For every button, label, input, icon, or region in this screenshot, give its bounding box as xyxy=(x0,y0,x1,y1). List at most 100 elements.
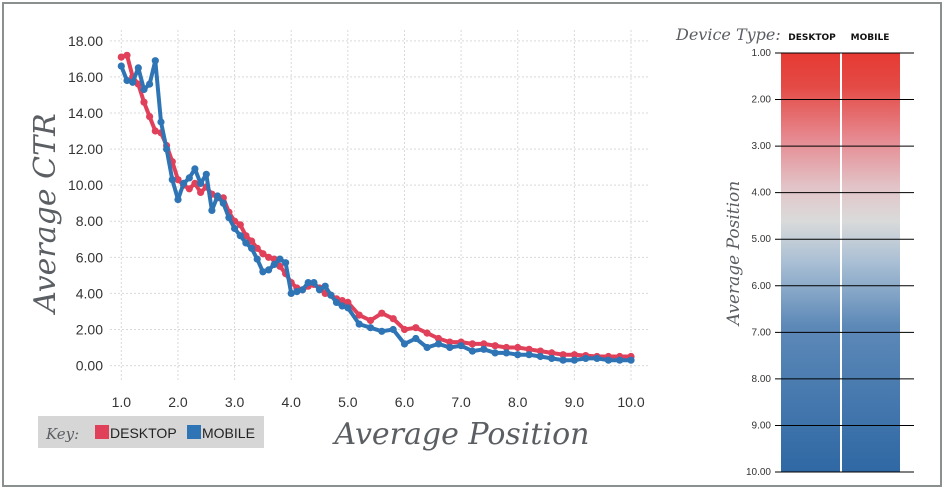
legend-swatch-desktop xyxy=(95,425,109,439)
data-point-mobile xyxy=(270,260,278,269)
heatmap-tick-label: 9.00 xyxy=(752,420,772,431)
data-point-desktop xyxy=(536,347,545,355)
chart-frame xyxy=(2,2,942,487)
data-point-desktop xyxy=(491,342,499,350)
data-point-mobile xyxy=(468,347,476,355)
data-point-desktop xyxy=(468,340,476,348)
data-point-mobile xyxy=(253,255,261,263)
data-point-mobile xyxy=(344,304,352,312)
x-tick-label: 3.0 xyxy=(225,394,245,410)
y-axis-title: Average CTR xyxy=(28,113,63,315)
data-point-desktop xyxy=(191,179,199,187)
data-point-mobile xyxy=(315,286,324,294)
data-point-desktop xyxy=(412,324,420,332)
data-point-mobile xyxy=(434,340,443,348)
heatmap-tick-label: 6.00 xyxy=(752,281,772,292)
data-point-mobile xyxy=(208,206,216,214)
data-point-mobile xyxy=(412,334,420,343)
y-tick-label: 18.00 xyxy=(68,33,103,49)
y-axis-ticks: 0.00 2.00 4.00 6.00 8.00 10.00 12.00 14.00 16.00… xyxy=(68,33,103,374)
heatmap-column-desktop xyxy=(781,53,840,472)
data-point-mobile xyxy=(593,354,601,362)
y-tick-label: 4.00 xyxy=(76,285,103,301)
data-point-mobile xyxy=(146,80,154,88)
data-point-mobile xyxy=(151,57,159,65)
data-point-desktop xyxy=(276,262,284,270)
data-point-desktop xyxy=(502,343,510,352)
heatmap-tick-label: 1.00 xyxy=(752,48,772,59)
data-point-mobile xyxy=(366,324,375,332)
y-tick-label: 0.00 xyxy=(76,358,103,374)
legend-label-desktop: DESKTOP xyxy=(110,425,177,441)
data-point-desktop xyxy=(355,311,363,319)
data-point-mobile xyxy=(117,62,125,70)
data-point-mobile xyxy=(423,343,431,352)
data-point-desktop xyxy=(174,176,182,184)
data-point-mobile xyxy=(400,340,409,348)
x-tick-label: 5.0 xyxy=(338,394,358,410)
data-point-mobile xyxy=(191,165,199,173)
data-point-mobile xyxy=(378,327,386,335)
legend: Key: DESKTOP MOBILE xyxy=(38,416,264,448)
data-point-desktop xyxy=(423,329,431,337)
legend-key-label: Key: xyxy=(45,425,79,443)
y-tick-label: 2.00 xyxy=(76,321,103,337)
data-point-mobile xyxy=(293,288,301,296)
data-point-mobile xyxy=(536,352,545,361)
data-point-desktop xyxy=(400,325,409,334)
data-point-desktop xyxy=(559,351,567,359)
data-point-mobile xyxy=(276,255,284,263)
data-point-mobile xyxy=(525,351,533,359)
y-tick-label: 10.00 xyxy=(68,177,103,193)
data-point-mobile xyxy=(304,279,312,287)
data-point-mobile xyxy=(214,192,222,200)
heatmap-y-ticks: 1.00 2.00 3.00 4.00 5.00 6.00 7.00 8.00 9.00 10.0… xyxy=(746,48,914,478)
data-point-desktop xyxy=(434,334,443,343)
data-point-mobile xyxy=(248,244,256,252)
legend-label-mobile: MOBILE xyxy=(202,425,255,441)
data-point-mobile xyxy=(502,349,510,357)
data-point-desktop xyxy=(548,349,556,357)
y-tick-label: 14.00 xyxy=(68,105,103,121)
data-point-desktop xyxy=(570,351,579,359)
x-tick-label: 1.0 xyxy=(112,394,132,410)
data-point-desktop xyxy=(151,127,159,135)
data-point-mobile xyxy=(174,196,182,204)
series-line-desktop xyxy=(120,53,631,359)
heatmap-tick-label: 8.00 xyxy=(752,374,772,385)
data-point-mobile xyxy=(129,78,137,86)
heatmap-title: Device Type: xyxy=(675,25,781,44)
data-point-desktop xyxy=(253,244,261,252)
data-point-desktop xyxy=(140,98,148,106)
series-desktop xyxy=(117,51,635,361)
x-tick-label: 10.0 xyxy=(617,394,644,410)
heatmap-tick-label: 7.00 xyxy=(752,327,772,338)
data-point-mobile xyxy=(446,343,454,352)
data-point-mobile xyxy=(163,145,171,153)
data-point-mobile xyxy=(157,118,165,126)
data-point-mobile xyxy=(225,214,233,222)
heatmap-tick-label: 5.00 xyxy=(752,234,772,245)
data-point-desktop xyxy=(185,185,193,193)
data-point-mobile xyxy=(180,179,188,187)
data-point-desktop xyxy=(446,338,454,346)
data-point-mobile xyxy=(570,356,579,364)
data-point-mobile xyxy=(259,268,267,276)
data-point-mobile xyxy=(287,289,295,297)
data-point-mobile xyxy=(310,279,318,287)
data-point-desktop xyxy=(197,188,205,196)
data-point-mobile xyxy=(134,64,142,72)
data-point-mobile xyxy=(627,356,635,364)
heatmap-column-mobile: MOBILE xyxy=(851,33,890,43)
data-point-desktop xyxy=(117,53,125,61)
data-point-mobile xyxy=(185,174,193,182)
x-axis-title: Average Position xyxy=(332,417,590,452)
data-point-mobile xyxy=(582,354,590,362)
data-point-mobile xyxy=(219,199,227,207)
x-axis-ticks: 1.0 2.0 3.0 4.0 5.0 6.0 7.0 8.0 9.0 10.0 xyxy=(112,394,645,410)
heatmap-tick-label: 3.00 xyxy=(752,141,772,152)
data-point-desktop xyxy=(248,237,256,245)
data-point-desktop xyxy=(259,250,267,258)
data-point-mobile xyxy=(242,239,250,247)
data-point-mobile xyxy=(457,342,465,350)
